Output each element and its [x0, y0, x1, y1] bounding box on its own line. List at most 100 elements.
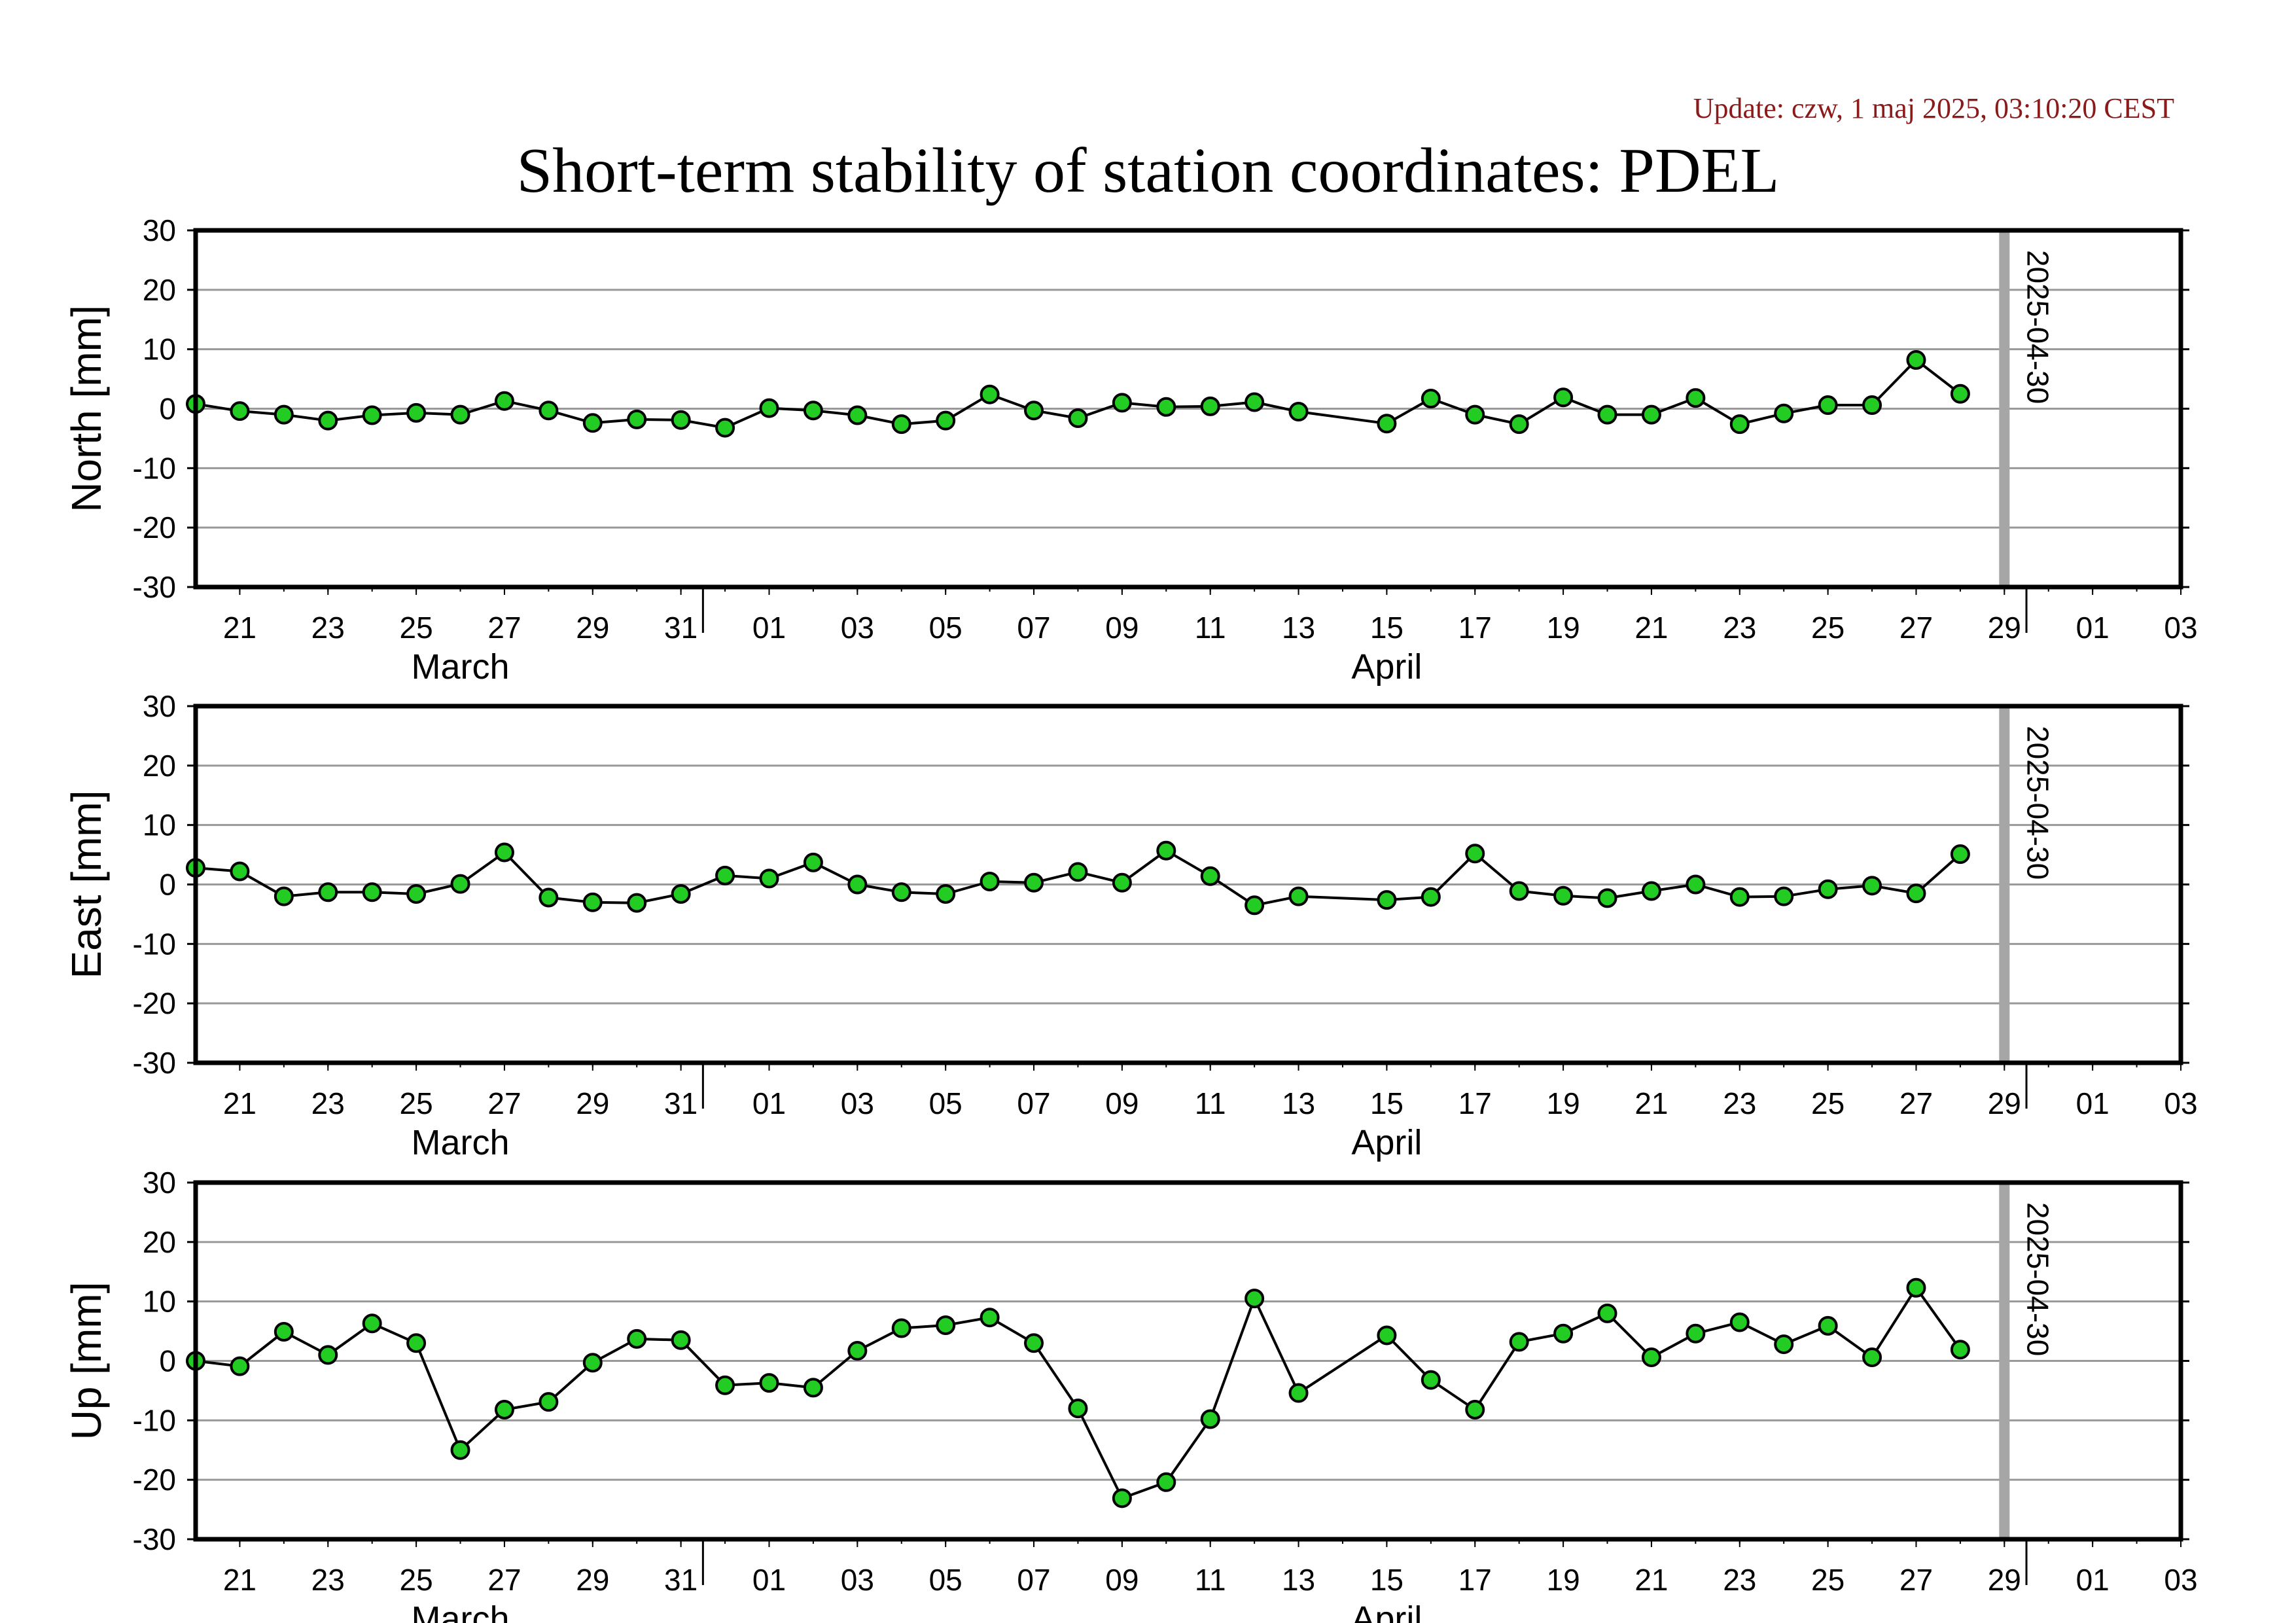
chart-panel: 30 20 10 0 -10 -20 -30 North [mm] 2025-04-30 21 23…	[63, 213, 2198, 687]
data-point	[539, 401, 559, 421]
data-point	[318, 1345, 338, 1365]
data-point	[1421, 887, 1441, 907]
data-point	[406, 402, 427, 423]
x-tick-label: 19	[1547, 611, 1580, 645]
data-point	[1377, 414, 1397, 434]
y-tick-label: 30	[143, 213, 176, 247]
y-axis-label: Up [mm]	[63, 1282, 110, 1440]
data-point	[274, 886, 294, 906]
x-tick-label: 03	[841, 1563, 874, 1597]
data-point	[803, 401, 823, 421]
data-point	[627, 1329, 647, 1349]
x-tick-label: 09	[1105, 1086, 1139, 1120]
data-point	[1818, 879, 1838, 899]
y-axis-label: North [mm]	[63, 305, 110, 512]
data-point	[1156, 840, 1176, 861]
month-label: March	[412, 1123, 510, 1162]
data-point	[582, 1353, 603, 1373]
chart-panel: 30 20 10 0 -10 -20 -30 East [mm] 2025-04-30 21 23 2…	[63, 689, 2198, 1162]
data-point	[715, 1375, 735, 1395]
x-tick-label: 21	[1634, 1086, 1668, 1120]
data-point	[1245, 392, 1265, 412]
x-tick-label: 31	[664, 1086, 698, 1120]
data-point	[980, 384, 1000, 404]
x-tick-label: 29	[1988, 1086, 2021, 1120]
x-tick-label: 11	[1195, 1563, 1226, 1597]
x-tick-label: 27	[487, 1563, 521, 1597]
data-point	[1774, 403, 1794, 423]
data-point	[627, 409, 647, 429]
y-tick-label: 20	[143, 273, 176, 307]
data-point	[274, 1321, 294, 1342]
data-point	[1465, 404, 1485, 425]
x-tick-label: 05	[929, 1563, 963, 1597]
page-title: Short-term stability of station coordina…	[516, 135, 1780, 206]
data-point	[715, 418, 735, 438]
x-tick-label: 03	[841, 1086, 874, 1120]
y-tick-label: -20	[133, 510, 176, 544]
data-point	[1156, 1472, 1176, 1492]
x-tick-label: 25	[1811, 1563, 1845, 1597]
data-point	[1068, 1399, 1088, 1419]
data-point	[1200, 1409, 1220, 1429]
x-tick-label: 29	[576, 611, 609, 645]
data-point	[1421, 389, 1441, 409]
y-tick-label: -10	[133, 451, 176, 485]
data-point	[1377, 890, 1397, 910]
data-point	[1288, 1383, 1309, 1403]
data-point	[318, 882, 338, 902]
data-point	[1729, 1312, 1750, 1332]
x-tick-label: 01	[2076, 1563, 2110, 1597]
x-tick-label: 21	[223, 1086, 256, 1120]
data-point	[1024, 872, 1044, 893]
data-point	[539, 887, 559, 908]
data-point	[1729, 887, 1750, 907]
data-point	[450, 404, 470, 425]
data-point	[1686, 1323, 1706, 1344]
month-label: April	[1351, 647, 1422, 687]
y-tick-label: 20	[143, 749, 176, 783]
x-tick-label: 23	[311, 611, 345, 645]
data-point	[1112, 1488, 1132, 1508]
plot-frame	[193, 1180, 2183, 1542]
data-point	[1377, 1325, 1397, 1346]
update-timestamp: Update: czw, 1 maj 2025, 03:10:20 CEST	[1693, 92, 2174, 124]
data-point	[1553, 1323, 1574, 1344]
data-point	[980, 1308, 1000, 1328]
y-tick-label: 20	[143, 1225, 176, 1259]
y-tick-label: 10	[143, 1285, 176, 1319]
x-tick-label: 03	[841, 611, 874, 645]
x-tick-label: 17	[1458, 1086, 1492, 1120]
x-tick-label: 25	[400, 611, 433, 645]
data-point	[803, 1378, 823, 1398]
data-point	[1112, 872, 1132, 893]
data-point	[936, 884, 956, 904]
data-point	[1068, 408, 1088, 429]
x-tick-label: 31	[664, 611, 698, 645]
data-point	[1288, 886, 1309, 906]
data-point	[1024, 401, 1044, 421]
data-point	[1641, 404, 1661, 425]
y-tick-label: -10	[133, 1403, 176, 1437]
y-tick-label: -20	[133, 1463, 176, 1497]
data-point	[891, 882, 911, 902]
chart-panel: 30 20 10 0 -10 -20 -30 Up [mm] 2025-04-30 21 23 25 2…	[63, 1166, 2198, 1623]
y-tick-label: 0	[159, 392, 176, 426]
y-tick-label: -30	[133, 1046, 176, 1080]
month-label: April	[1351, 1123, 1422, 1162]
month-label: April	[1351, 1599, 1422, 1623]
data-point	[230, 861, 250, 882]
x-tick-label: 15	[1370, 1086, 1404, 1120]
data-point	[1686, 388, 1706, 408]
x-tick-label: 01	[752, 611, 786, 645]
x-tick-label: 05	[929, 1086, 963, 1120]
x-tick-label: 11	[1195, 1086, 1226, 1120]
data-point	[671, 884, 691, 904]
x-tick-label: 27	[1899, 1563, 1933, 1597]
data-point	[936, 1315, 956, 1335]
data-point	[1774, 886, 1794, 906]
x-tick-label: 15	[1370, 611, 1404, 645]
x-tick-label: 03	[2164, 1086, 2197, 1120]
data-point	[1641, 1347, 1661, 1368]
series-line	[195, 1286, 1962, 1500]
